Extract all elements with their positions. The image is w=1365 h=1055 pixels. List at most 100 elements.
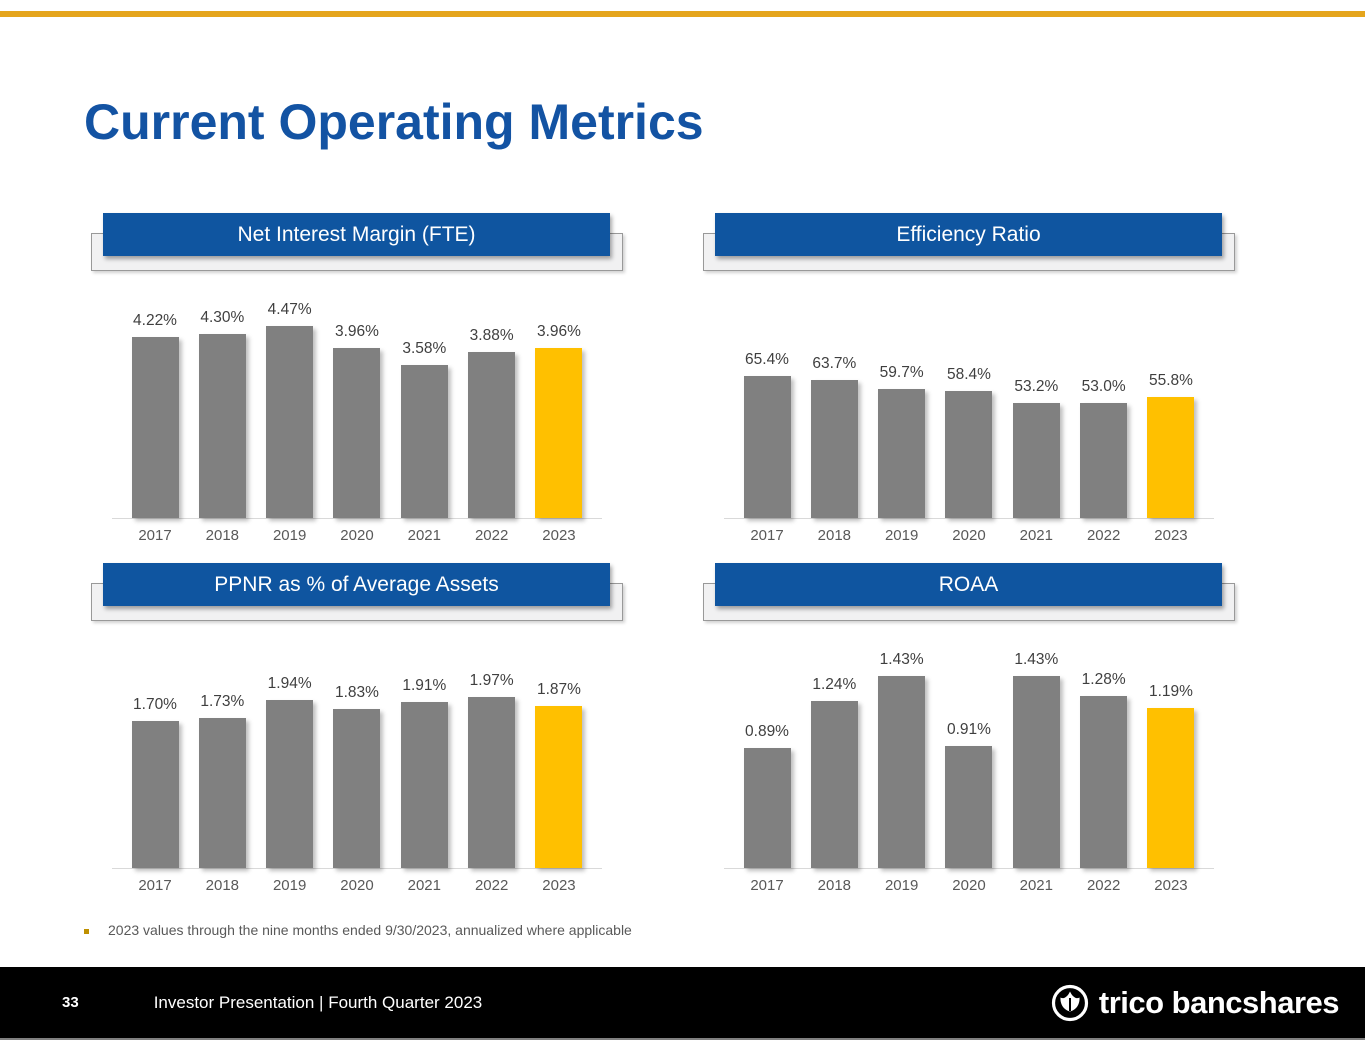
bar-value-label: 3.58%: [402, 340, 447, 357]
x-axis-tick-label: 2018: [205, 527, 240, 544]
bar-group: 3.88%: [461, 327, 523, 518]
chart-ppnr: PPNR as % of Average Assets 1.70% 1.73% 1.…: [91, 563, 623, 894]
bar: [1147, 397, 1195, 518]
chart-title-box: Net Interest Margin (FTE): [91, 213, 623, 271]
bar-group: 0.91%: [938, 721, 1000, 868]
chart-body: 1.70% 1.73% 1.94% 1.83% 1.91% 1.97% 1.87% 2017…: [91, 643, 623, 894]
bar-value-label: 65.4%: [745, 351, 789, 368]
bar: [131, 721, 179, 868]
footer-bar: 33 Investor Presentation | Fourth Quarte…: [0, 967, 1365, 1040]
bar-group: 58.4%: [938, 366, 1000, 518]
bar-group: 1.87%: [528, 681, 590, 868]
x-axis-labels: 2017 2018 2019 2020 2021 2022 2023: [112, 527, 602, 544]
bar-value-label: 59.7%: [879, 364, 924, 381]
bar: [198, 334, 246, 518]
bar: [535, 348, 583, 518]
bar-group: 1.91%: [393, 677, 455, 868]
bar-group: 1.94%: [259, 675, 321, 868]
bar-group: 3.96%: [326, 323, 388, 518]
bar-value-label: 58.4%: [947, 366, 991, 383]
bar-value-label: 1.91%: [402, 677, 447, 694]
x-axis-labels: 2017 2018 2019 2020 2021 2022 2023: [112, 877, 602, 894]
bar-value-label: 1.70%: [133, 696, 177, 713]
chart-body: 0.89% 1.24% 1.43% 0.91% 1.43% 1.28% 1.19% 2017…: [703, 643, 1235, 894]
bar-plot: 4.22% 4.30% 4.47% 3.96% 3.58% 3.88% 3.96%: [112, 293, 602, 519]
bar: [945, 391, 993, 518]
chart-title-box: Efficiency Ratio: [703, 213, 1235, 271]
bar: [400, 702, 448, 868]
x-axis-tick-label: 2020: [340, 527, 374, 544]
bar-group: 53.2%: [1005, 378, 1067, 518]
bar-group: 1.43%: [871, 651, 933, 868]
x-axis-tick-label: 2020: [952, 877, 986, 894]
chart-net-interest-margin: Net Interest Margin (FTE) 4.22% 4.30% 4.47…: [91, 213, 623, 544]
bar-value-label: 53.0%: [1081, 378, 1126, 395]
bar: [810, 380, 858, 518]
bar: [266, 326, 314, 518]
top-accent-rule: [0, 11, 1365, 17]
page-title: Current Operating Metrics: [84, 94, 704, 150]
company-logo-text: trico bancshares: [1098, 984, 1340, 1020]
bar-value-label: 4.47%: [267, 301, 312, 318]
x-axis-tick-label: 2020: [952, 527, 986, 544]
x-axis-tick-label: 2022: [1086, 527, 1121, 544]
bar-plot: 1.70% 1.73% 1.94% 1.83% 1.91% 1.97% 1.87%: [112, 643, 602, 869]
bar-group: 1.97%: [461, 672, 523, 868]
bar-group: 1.24%: [803, 676, 865, 868]
x-axis-tick-label: 2017: [138, 877, 172, 894]
bar-value-label: 1.87%: [536, 681, 581, 698]
bar: [1080, 696, 1128, 868]
bar-plot: 65.4% 63.7% 59.7% 58.4% 53.2% 53.0% 55.8%: [724, 293, 1214, 519]
bar-value-label: 1.19%: [1148, 683, 1193, 700]
bar-plot: 0.89% 1.24% 1.43% 0.91% 1.43% 1.28% 1.19%: [724, 643, 1214, 869]
chart-title: PPNR as % of Average Assets: [103, 563, 610, 606]
bar-group: 4.22%: [124, 312, 186, 518]
x-axis-tick-label: 2019: [884, 877, 919, 894]
x-axis-tick-label: 2021: [1019, 877, 1053, 894]
x-axis-tick-label: 2017: [750, 527, 784, 544]
x-axis-tick-label: 2020: [340, 877, 374, 894]
bar-value-label: 63.7%: [812, 355, 857, 372]
x-axis-tick-label: 2017: [138, 527, 172, 544]
bar: [468, 697, 516, 868]
bar: [266, 700, 314, 868]
x-axis-tick-label: 2017: [750, 877, 784, 894]
chart-roaa: ROAA 0.89% 1.24% 1.43% 0.91% 1.43% 1.28% 1.19%…: [703, 563, 1235, 894]
bar: [1012, 403, 1060, 518]
bar-group: 53.0%: [1073, 378, 1135, 518]
chart-title: Net Interest Margin (FTE): [103, 213, 610, 256]
bar-group: 1.70%: [124, 696, 186, 868]
bar: [743, 376, 791, 518]
bar-value-label: 3.96%: [335, 323, 379, 340]
bar-value-label: 1.43%: [879, 651, 924, 668]
x-axis-labels: 2017 2018 2019 2020 2021 2022 2023: [724, 527, 1214, 544]
chart-title-box: PPNR as % of Average Assets: [91, 563, 623, 621]
chart-title: Efficiency Ratio: [715, 213, 1222, 256]
bar-group: 1.73%: [191, 693, 253, 868]
x-axis-tick-label: 2018: [817, 527, 852, 544]
bar-value-label: 55.8%: [1148, 372, 1193, 389]
x-axis-tick-label: 2019: [884, 527, 919, 544]
bar-group: 3.96%: [528, 323, 590, 518]
bar: [810, 701, 858, 868]
page-number: 33: [62, 994, 79, 1011]
bar-value-label: 3.96%: [536, 323, 581, 340]
bar-value-label: 4.30%: [200, 309, 245, 326]
company-logo: trico bancshares: [1050, 983, 1340, 1023]
x-axis-labels: 2017 2018 2019 2020 2021 2022 2023: [724, 877, 1214, 894]
x-axis-tick-label: 2023: [542, 527, 576, 544]
bar-group: 55.8%: [1140, 372, 1202, 518]
bar: [1012, 676, 1060, 868]
chart-body: 65.4% 63.7% 59.7% 58.4% 53.2% 53.0% 55.8% 2017…: [703, 293, 1235, 544]
bar-value-label: 0.89%: [745, 723, 789, 740]
bar: [333, 348, 381, 518]
bar: [878, 676, 926, 868]
bar-group: 1.83%: [326, 684, 388, 868]
x-axis-tick-label: 2023: [542, 877, 576, 894]
x-axis-tick-label: 2021: [407, 877, 441, 894]
bar: [400, 365, 448, 518]
bar: [1080, 403, 1128, 518]
bar: [1147, 708, 1195, 868]
charts-grid: Net Interest Margin (FTE) 4.22% 4.30% 4.47…: [91, 213, 1235, 894]
x-axis-tick-label: 2022: [474, 527, 509, 544]
